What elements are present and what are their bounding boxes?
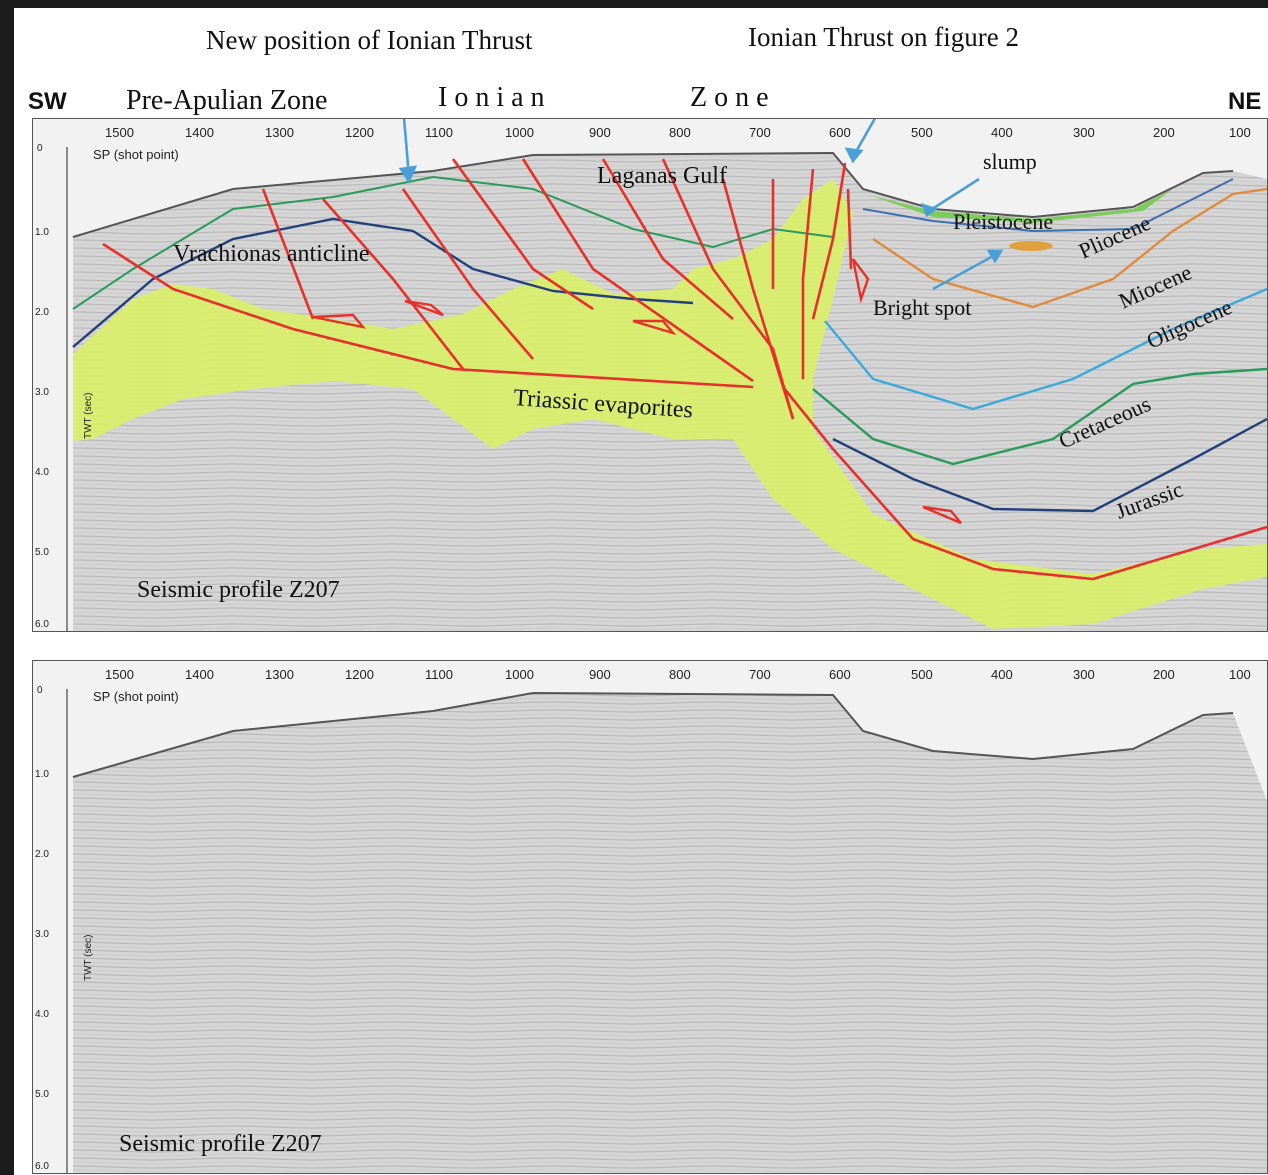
sw-label: SW [28,88,67,115]
twt-tick: 0 [37,685,43,696]
seafloor-line [72,691,1234,778]
sp-label: 500 [911,667,933,682]
sp-label: 1000 [505,125,534,140]
twt-tick: 2.0 [35,307,49,318]
seismic-data-area [73,693,1267,1173]
fault-network [102,158,1267,581]
sp-label: 1400 [185,667,214,682]
interpreted-seismic-panel: 0 1.0 2.0 3.0 4.0 5.0 6.0 TWT (sec) 1500… [32,118,1268,632]
sp-label: 600 [829,667,851,682]
slump-label: slump [983,149,1037,174]
sp-label: 700 [749,667,771,682]
shot-points-top: 1500 1400 1300 1200 1100 1000 900 800 70… [93,125,1251,162]
twt-tick: 1.0 [35,227,49,238]
seismic-profile-top-label: Seismic profile Z207 [137,577,340,603]
pleistocene-label: Pleistocene [953,209,1053,234]
twt-tick: 4.0 [35,467,49,478]
sp-label: 1300 [265,667,294,682]
ionian-thrust-fig2-label: Ionian Thrust on figure 2 [748,22,1019,52]
oligocene-horizon [824,287,1267,411]
sp-label: 1300 [265,125,294,140]
twt-label: TWT (sec) [83,393,94,439]
triassic-evaporites-body [73,179,1267,629]
pre-apulian-zone-label: Pre-Apulian Zone [126,85,328,116]
seafloor-line [72,151,1234,238]
sp-label: 1100 [425,125,453,140]
sp-label: 1500 [105,125,134,140]
ionian-word-label: I o n i a n [438,82,545,113]
sp-label: 1200 [345,125,374,140]
laganas-gulf-label: Laganas Gulf [597,163,727,189]
slump-fill [869,189,1173,223]
twt-tick: 5.0 [35,547,49,558]
raw-section-svg: 0 1.0 2.0 3.0 4.0 5.0 6.0 TWT (sec) 1500… [33,661,1267,1173]
sp-label: 700 [749,125,771,140]
sp-label: 900 [589,125,611,140]
vrachionas-anticline-label: Vrachionas anticline [173,241,369,267]
twt-tick: 2.0 [35,849,49,860]
sp-label: 300 [1073,667,1095,682]
sp-label: 1500 [105,667,134,682]
sp-caption: SP (shot point) [93,147,179,162]
twt-axis-bottom: 0 1.0 2.0 3.0 4.0 5.0 6.0 TWT (sec) [35,685,94,1173]
twt-tick: 6.0 [35,619,49,630]
sp-label: 300 [1073,125,1095,140]
pliocene-horizon [872,187,1267,309]
sp-label: 800 [669,667,691,682]
cretaceous-horizon [812,367,1267,466]
bright-spot-marker [1009,241,1053,251]
sp-label: 400 [991,125,1013,140]
bright-spot-label: Bright spot [873,295,971,320]
thrust-arrows [312,258,962,525]
sp-label: 100 [1229,667,1251,682]
sp-label: 1100 [425,667,453,682]
twt-tick: 0 [37,143,43,154]
sp-label: 200 [1153,125,1175,140]
sp-label: 1200 [345,667,374,682]
twt-tick: 4.0 [35,1009,49,1020]
shot-points-bottom: 1500 1400 1300 1200 1100 1000 900 800 70… [93,667,1251,704]
sp-label: 600 [829,125,851,140]
pleistocene-base-line [862,178,1234,233]
ne-label: NE [1228,88,1262,115]
raw-seismic-panel: 0 1.0 2.0 3.0 4.0 5.0 6.0 TWT (sec) 1500… [32,660,1268,1174]
sp-label: 900 [589,667,611,682]
figure-sheet: New position of Ionian Thrust Ionian Thr… [14,8,1268,1175]
twt-axis-top: 0 1.0 2.0 3.0 4.0 5.0 6.0 TWT (sec) [35,143,94,631]
twt-label: TWT (sec) [83,935,94,981]
zone-word-label: Z o n e [690,82,769,113]
sp-label: 800 [669,125,691,140]
twt-tick: 3.0 [35,387,49,398]
seismic-profile-bottom-label: Seismic profile Z207 [119,1131,322,1157]
sp-label: 1400 [185,125,214,140]
sp-label: 200 [1153,667,1175,682]
sp-label: 400 [991,667,1013,682]
twt-tick: 1.0 [35,769,49,780]
twt-tick: 3.0 [35,929,49,940]
annotation-arrows [398,119,1004,291]
jurassic-horizon-left [72,217,694,348]
sp-label: 100 [1229,125,1251,140]
twt-tick: 6.0 [35,1161,49,1172]
interpreted-section-svg: 0 1.0 2.0 3.0 4.0 5.0 6.0 TWT (sec) 1500… [33,119,1267,631]
green-horizon-line [72,175,834,310]
sp-caption: SP (shot point) [93,689,179,704]
jurassic-horizon-right [832,417,1267,513]
sp-label: 1000 [505,667,534,682]
sp-label: 500 [911,125,933,140]
twt-tick: 5.0 [35,1089,49,1100]
new-position-label: New position of Ionian Thrust [206,25,533,55]
